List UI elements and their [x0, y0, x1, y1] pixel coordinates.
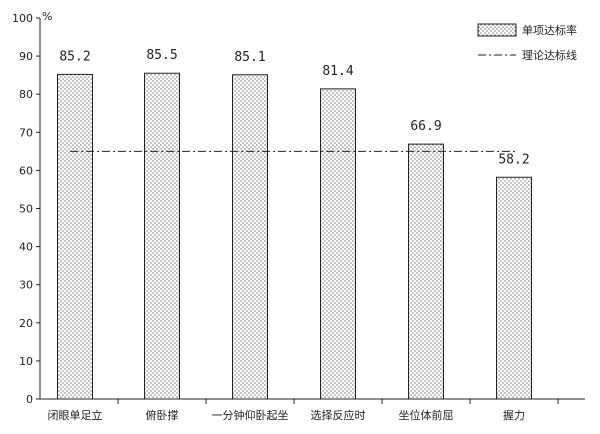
bar: [232, 74, 268, 400]
y-tick-label: 0: [26, 393, 33, 406]
bar: [496, 176, 532, 400]
bar: [408, 143, 444, 400]
y-tick-label: 40: [19, 241, 33, 254]
y-tick-label: 100: [12, 12, 33, 25]
category-label: 闭眼单足立: [48, 408, 103, 422]
bar-value-label: 85.1: [234, 50, 265, 65]
y-unit-label: %: [42, 10, 52, 23]
y-tick-label: 90: [19, 50, 33, 63]
category-label: 坐位体前屈: [399, 408, 454, 422]
y-tick-label: 10: [19, 355, 33, 368]
category-label: 选择反应时: [311, 408, 366, 422]
bar: [57, 73, 93, 400]
y-tick-label: 20: [19, 317, 33, 330]
bar: [320, 88, 356, 400]
bar: [144, 72, 180, 400]
legend-line-label: 理论达标线: [522, 48, 577, 62]
legend-bar-label: 单项达标率: [522, 23, 577, 37]
y-tick-label: 60: [19, 164, 33, 177]
bar-value-label: 81.4: [322, 64, 353, 79]
category-label: 一分钟仰卧起坐: [212, 408, 289, 422]
legend: 单项达标率 理论达标线: [477, 23, 577, 62]
y-tick-label: 70: [19, 126, 33, 139]
bar-value-label: 85.5: [146, 48, 177, 63]
bar-value-label: 58.2: [498, 152, 529, 167]
plot-area: 0 10 20 30 40 50 60 70 80 90 100 85.2 闭眼单足立 85.5 俯卧撑 85…: [12, 12, 585, 422]
category-label: 握力: [503, 408, 525, 422]
category-label: 俯卧撑: [146, 408, 179, 422]
bar-value-label: 66.9: [410, 119, 441, 134]
y-tick-label: 30: [19, 279, 33, 292]
bar-value-label: 85.2: [59, 49, 90, 64]
legend-bar-swatch: [477, 23, 517, 37]
y-tick-label: 80: [19, 88, 33, 101]
y-tick-label: 50: [19, 203, 33, 216]
